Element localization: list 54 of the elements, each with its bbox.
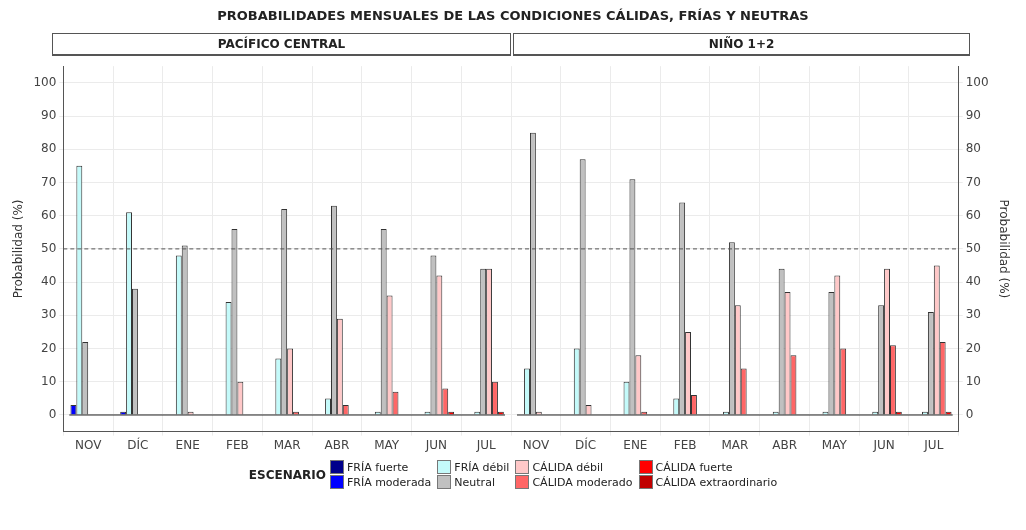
y-tick-label: 0 — [48, 407, 57, 422]
x-tick-label: MAR — [721, 437, 749, 452]
y-tick-label: 40 — [965, 274, 981, 289]
y-tick-label: 0 — [965, 407, 974, 422]
legend-label: FRÍA débil — [454, 460, 510, 474]
chart-subtitle: NIÑO 1+2 — [513, 33, 970, 56]
x-tick-label: ABR — [324, 437, 350, 452]
x-tick-label: MAR — [273, 437, 301, 452]
y-axis-title: Probabilidad (%) — [996, 199, 1011, 299]
y-tick-label: 60 — [965, 207, 981, 222]
y-tick-label: 50 — [965, 241, 981, 256]
x-tick-label: ENE — [623, 437, 648, 452]
y-tick-label: 30 — [965, 307, 981, 322]
y-tick-label: 40 — [41, 274, 57, 289]
legend-label: CÁLIDA fuerte — [655, 460, 733, 474]
x-tick-label: DÍC — [127, 436, 149, 452]
y-tick-label: 70 — [41, 174, 57, 189]
legend-label: CÁLIDA moderado — [532, 475, 633, 489]
x-tick-label: ENE — [175, 437, 200, 452]
chart-title: PROBABILIDADES MENSUALES DE LAS CONDICIONES CÁLIDAS, FRÍAS Y NEUTRAS — [216, 8, 810, 23]
x-tick-label: FEB — [673, 437, 697, 452]
y-tick-label: 70 — [965, 174, 981, 189]
y-axis-title: Probabilidad (%) — [11, 199, 26, 299]
y-tick-label: 100 — [965, 74, 989, 89]
x-tick-label: NOV — [522, 437, 550, 452]
y-tick-label: 20 — [41, 340, 57, 355]
y-tick-label: 80 — [41, 141, 57, 156]
y-tick-label: 50 — [41, 241, 57, 256]
x-tick-label: MAY — [374, 437, 400, 452]
y-tick-label: 90 — [965, 108, 981, 123]
legend-label: Neutral — [454, 475, 495, 489]
legend-label: FRÍA moderada — [346, 475, 432, 489]
y-tick-label: 10 — [41, 373, 57, 388]
chart-subtitle: PACÍFICO CENTRAL — [52, 33, 511, 56]
x-tick-label: NOV — [74, 437, 103, 452]
y-tick-label: 20 — [965, 340, 981, 355]
x-tick-label: JUN — [424, 437, 448, 452]
x-tick-label: DÍC — [575, 436, 597, 452]
y-tick-label: 80 — [965, 141, 981, 156]
y-tick-label: 60 — [41, 207, 57, 222]
y-tick-label: 100 — [33, 74, 57, 89]
x-tick-label: ABR — [772, 437, 797, 452]
legend-label: FRÍA fuerte — [346, 460, 409, 474]
x-tick-label: JUL — [475, 437, 496, 452]
legend-title: ESCENARIO — [248, 467, 326, 482]
legend-label: CÁLIDA extraordinario — [655, 475, 778, 489]
x-tick-label: JUN — [872, 437, 895, 452]
x-tick-label: MAY — [821, 437, 848, 452]
x-tick-label: FEB — [226, 437, 249, 452]
y-tick-label: 30 — [41, 307, 57, 322]
y-tick-label: 10 — [965, 373, 981, 388]
y-tick-label: 90 — [41, 108, 57, 123]
x-tick-label: JUL — [923, 437, 944, 452]
legend-label: CÁLIDA débil — [532, 460, 604, 474]
